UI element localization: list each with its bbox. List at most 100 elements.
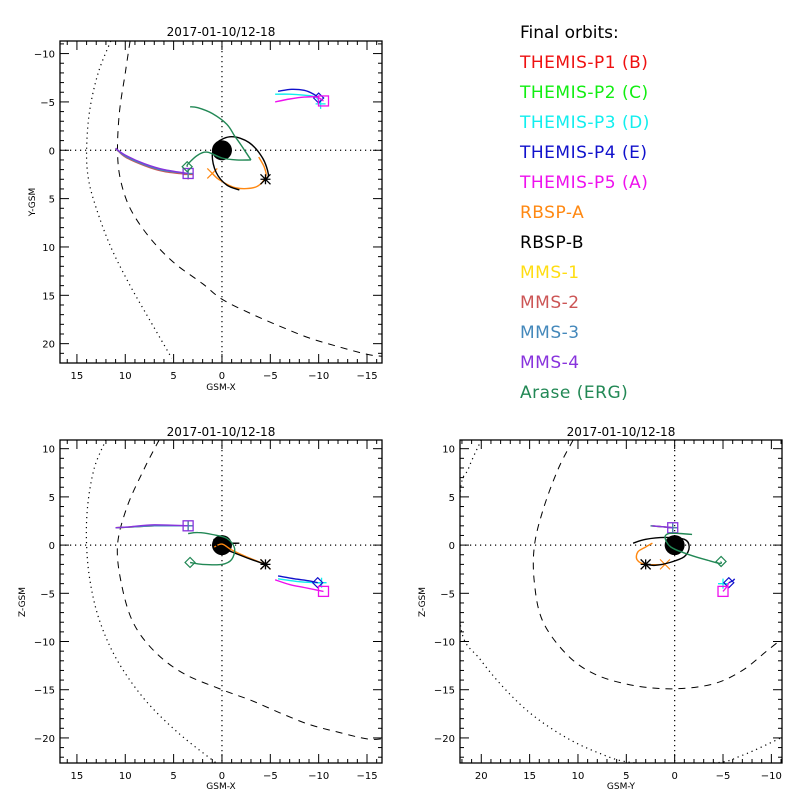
end-marker-square <box>717 585 729 598</box>
x-tick-label: 5 <box>623 771 629 782</box>
x-tick-label: 10 <box>119 771 132 782</box>
end-marker-square <box>317 95 330 107</box>
plot-area <box>60 41 382 363</box>
y-tick-label: 10 <box>42 445 55 456</box>
plot-area <box>60 440 382 763</box>
x-tick-label: 20 <box>475 771 488 782</box>
y-tick-label: 5 <box>449 493 455 504</box>
legend-title: Final orbits: <box>520 23 619 43</box>
plot-title: 2017-01-10/12-18 <box>567 425 676 439</box>
x-tick-label: −5 <box>716 771 731 782</box>
x-tick-label: 5 <box>170 371 176 382</box>
end-marker-diamond <box>184 556 196 569</box>
orbit-line <box>115 147 189 175</box>
end-marker-asterisk <box>260 558 271 570</box>
bow-shock-boundary <box>85 440 217 763</box>
y-tick-label: −5 <box>40 98 55 109</box>
end-marker-asterisk <box>640 558 652 570</box>
orbit-line <box>635 542 666 566</box>
orbit-line <box>632 536 690 567</box>
orbit-line <box>190 106 252 161</box>
y-tick-label: −5 <box>40 589 55 600</box>
legend-item: THEMIS-P1 (B) <box>520 53 649 73</box>
end-marker-diamond <box>722 576 735 589</box>
y-tick-label: 15 <box>42 291 55 302</box>
legend-item: THEMIS-P4 (E) <box>520 143 648 163</box>
x-axis-label: GSM-X <box>206 383 235 393</box>
y-tick-label: −20 <box>434 734 455 745</box>
x-tick-label: −15 <box>356 371 377 382</box>
x-tick-label: 15 <box>71 771 84 782</box>
end-marker-diamond <box>715 555 727 568</box>
magnetopause-boundary <box>532 440 782 690</box>
legend-item: MMS-2 <box>520 293 580 313</box>
y-tick-label: −20 <box>34 734 55 745</box>
orbit-line <box>211 135 270 191</box>
plot-area <box>460 440 782 763</box>
plot-frame <box>459 439 783 764</box>
earth-marker <box>664 535 685 556</box>
orbit-line <box>115 147 189 175</box>
end-marker-square <box>182 520 194 532</box>
x-axis-label: GSM-X <box>206 782 235 792</box>
y-tick-label: −15 <box>434 686 455 697</box>
orbit-line <box>652 525 673 529</box>
x-tick-label: 15 <box>71 371 84 382</box>
y-tick-label: −10 <box>34 50 55 61</box>
y-tick-label: 5 <box>49 195 55 206</box>
legend-item: THEMIS-P3 (D) <box>520 113 650 133</box>
x-tick-label: 10 <box>572 771 585 782</box>
y-axis-label: Y-GSM <box>28 188 38 217</box>
y-axis-label: Z-GSM <box>18 587 28 617</box>
legend-item: THEMIS-P5 (A) <box>520 173 649 193</box>
y-tick-label: 10 <box>42 243 55 254</box>
orbit-line <box>274 579 324 593</box>
end-marker-diamond <box>311 576 324 589</box>
legend-item: MMS-3 <box>520 323 580 343</box>
orbit-line <box>211 156 267 190</box>
orbit-line <box>115 147 189 175</box>
y-axis-label: Z-GSM <box>418 587 428 617</box>
y-tick-label: 0 <box>49 541 55 552</box>
x-tick-label: −5 <box>263 371 278 382</box>
magnetopause-boundary <box>116 41 382 357</box>
end-marker-square <box>317 585 330 598</box>
orbit-line <box>186 151 251 167</box>
plot-yz-gsm: 2017-01-10/12-18 GSM-Y Z-GSM 20 15 10 5 0 −5 −… <box>418 425 783 792</box>
y-tick-label: 5 <box>49 493 55 504</box>
legend-item: RBSP-A <box>520 203 585 223</box>
x-tick-label: 0 <box>219 371 225 382</box>
legend-item: RBSP-B <box>520 233 585 253</box>
earth-marker <box>211 535 232 556</box>
x-tick-label: −10 <box>308 771 329 782</box>
plot-frame <box>59 439 383 764</box>
x-tick-label: 10 <box>119 371 132 382</box>
end-marker-square <box>182 167 194 180</box>
x-tick-label: −10 <box>308 371 329 382</box>
orbit-line <box>116 148 189 176</box>
legend-item: MMS-4 <box>520 353 580 373</box>
x-tick-label: −15 <box>356 771 377 782</box>
x-axis-label: GSM-Y <box>607 782 636 792</box>
y-tick-label: 0 <box>449 541 455 552</box>
legend-item: Arase (ERG) <box>520 383 629 403</box>
plot-title: 2017-01-10/12-18 <box>167 425 276 439</box>
y-tick-label: −15 <box>34 686 55 697</box>
y-tick-label: −10 <box>434 638 455 649</box>
orbit-line <box>115 524 189 529</box>
y-tick-label: 20 <box>42 340 55 351</box>
x-tick-label: −10 <box>761 771 782 782</box>
x-tick-label: 5 <box>170 771 176 782</box>
x-tick-label: −5 <box>263 771 278 782</box>
legend-item: THEMIS-P2 (C) <box>520 83 649 103</box>
y-tick-label: −10 <box>34 638 55 649</box>
end-marker-diamond <box>181 160 194 173</box>
plot-frame <box>59 40 383 364</box>
legend: Final orbits: THEMIS-P1 (B) THEMIS-P2 (C)… <box>520 22 650 412</box>
orbit-line <box>188 531 236 566</box>
plot-xy-gsm: 2017-01-10/12-18 GSM-X Y-GSM 15 10 5 0 −5 −10… <box>28 25 383 393</box>
x-tick-label: 15 <box>523 771 536 782</box>
plot-xz-gsm: 2017-01-10/12-18 GSM-X Z-GSM 15 10 5 0 −5 −10… <box>18 425 383 792</box>
y-tick-label: 10 <box>442 445 455 456</box>
y-tick-label: −5 <box>440 589 455 600</box>
